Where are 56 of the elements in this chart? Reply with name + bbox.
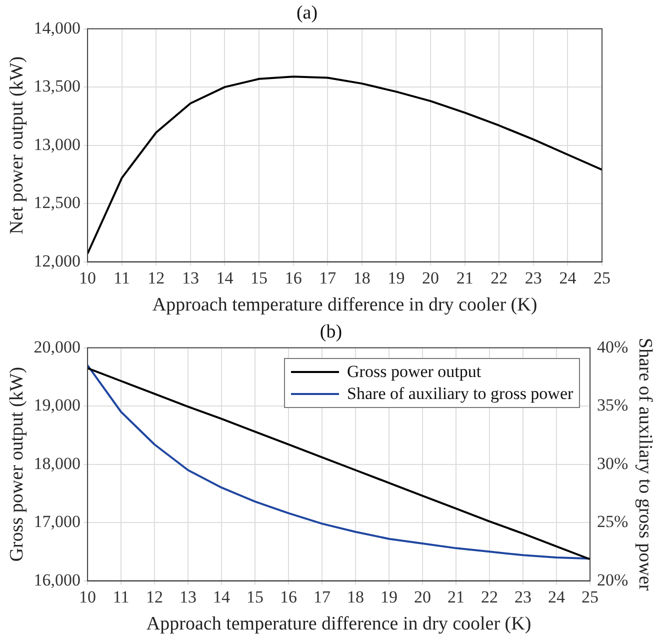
- y-tick-label: 14,000: [34, 18, 81, 38]
- x-tick-label: 15: [246, 587, 264, 606]
- x-tick-label: 19: [388, 268, 405, 288]
- y-tick-label: 13,000: [34, 134, 81, 154]
- y-axis-title: Gross power output (kW): [6, 366, 28, 562]
- x-tick-label: 16: [284, 268, 302, 288]
- x-tick-label: 23: [514, 587, 532, 606]
- x-tick-label: 21: [448, 587, 465, 606]
- x-tick-label: 24: [548, 587, 566, 606]
- x-tick-label: 25: [594, 268, 610, 288]
- y-tick-label: 12,000: [34, 251, 81, 270]
- y2-tick-label: 25%: [597, 512, 628, 532]
- x-tick-label: 25: [582, 587, 599, 606]
- y-tick-label: 16,000: [34, 570, 81, 590]
- x-tick-label: 12: [146, 587, 164, 606]
- y2-axis-title: Share of auxiliary to gross power: [634, 338, 656, 592]
- y2-tick-label: 35%: [597, 396, 628, 415]
- y2-tick-label: 30%: [597, 454, 628, 473]
- x-tick-label: 12: [148, 268, 165, 288]
- x-tick-label: 11: [112, 587, 130, 606]
- legend-label: Share of auxiliary to gross power: [347, 382, 574, 405]
- legend-label: Gross power output: [347, 360, 482, 383]
- y2-tick-label: 40%: [597, 337, 628, 356]
- x-tick-label: 21: [456, 268, 474, 288]
- x-tick-label: 13: [180, 587, 197, 606]
- x-tick-label: 10: [79, 268, 96, 288]
- chart-title: (a): [296, 2, 318, 24]
- x-tick-label: 14: [213, 587, 231, 606]
- x-axis-title: Approach temperature difference in dry cooler (K): [152, 294, 538, 316]
- x-tick-label: 14: [216, 268, 234, 288]
- x-tick-label: 23: [524, 268, 542, 288]
- y-tick-label: 12,500: [34, 193, 81, 212]
- y-tick-label: 13,500: [34, 76, 81, 96]
- x-axis-title: Approach temperature difference in dry cooler (K): [146, 614, 532, 635]
- x-tick-label: 11: [114, 268, 130, 288]
- x-tick-label: 22: [481, 587, 498, 606]
- x-tick-label: 18: [353, 268, 370, 288]
- x-tick-label: 19: [380, 587, 398, 606]
- y-tick-label: 17,000: [34, 512, 81, 532]
- chart-title: (b): [320, 321, 342, 342]
- x-tick-label: 18: [347, 587, 364, 606]
- x-tick-label: 20: [414, 587, 432, 606]
- x-tick-label: 13: [182, 268, 199, 288]
- y-tick-label: 19,000: [34, 396, 81, 415]
- y-tick-label: 18,000: [34, 454, 81, 473]
- y-axis-title: Net power output (kW): [6, 56, 28, 234]
- x-tick-label: 24: [559, 268, 577, 288]
- x-tick-label: 10: [79, 587, 96, 606]
- x-tick-label: 22: [490, 268, 508, 288]
- x-tick-label: 20: [422, 268, 440, 288]
- x-tick-label: 17: [319, 268, 337, 288]
- x-tick-label: 16: [280, 587, 298, 606]
- x-tick-label: 17: [314, 587, 332, 606]
- y2-tick-label: 20%: [597, 570, 628, 590]
- x-tick-label: 15: [250, 268, 268, 288]
- y-tick-label: 20,000: [34, 337, 81, 356]
